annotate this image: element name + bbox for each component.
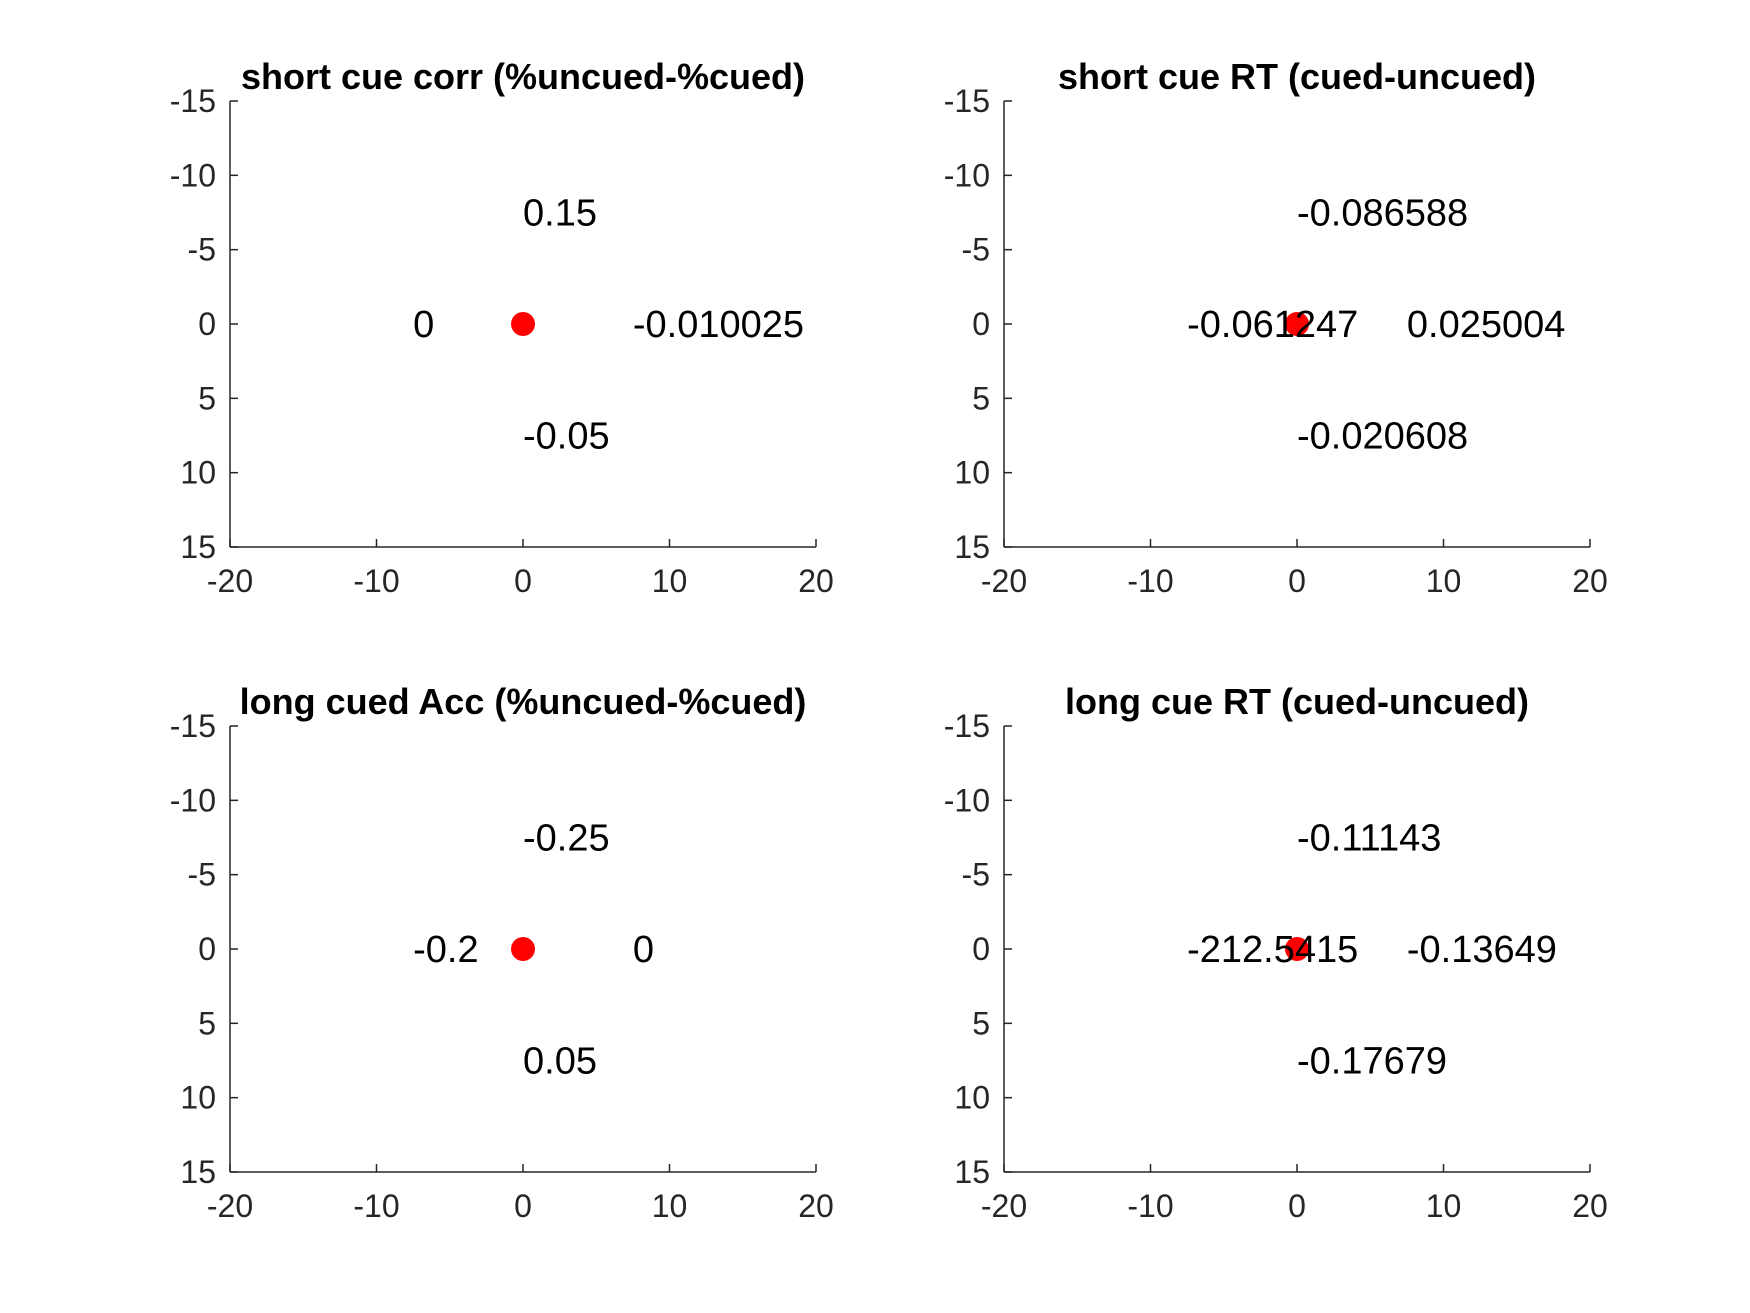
data-label: -0.11143 — [1297, 818, 1441, 860]
x-tick-label: 20 — [798, 563, 834, 599]
y-tick-label: -5 — [962, 232, 990, 268]
y-tick-label: 15 — [954, 1154, 990, 1190]
x-tick-label: -20 — [981, 1188, 1027, 1224]
y-tick-label: -15 — [944, 83, 990, 119]
data-label: -0.2 — [413, 929, 478, 971]
x-tick-label: 20 — [798, 1188, 834, 1224]
data-label: -0.010025 — [633, 304, 804, 346]
y-tick-label: 15 — [180, 529, 216, 565]
data-label: -0.020608 — [1297, 416, 1468, 458]
data-label: -0.05 — [523, 416, 610, 458]
x-tick-label: 20 — [1572, 1188, 1608, 1224]
x-tick-label: -10 — [353, 1188, 399, 1224]
chart-title: long cue RT (cued-uncued) — [1065, 681, 1529, 722]
y-tick-label: 5 — [198, 380, 216, 416]
data-label: 0 — [413, 304, 434, 346]
data-point — [511, 312, 535, 336]
y-tick-label: -5 — [188, 857, 216, 893]
x-tick-label: 0 — [1288, 563, 1306, 599]
data-label: 0.05 — [523, 1041, 597, 1083]
y-tick-label: -10 — [944, 782, 990, 818]
y-tick-label: 5 — [972, 1005, 990, 1041]
y-tick-label: -15 — [944, 708, 990, 744]
data-label: -0.25 — [523, 818, 610, 860]
y-tick-label: -10 — [170, 157, 216, 193]
y-tick-label: 0 — [972, 306, 990, 342]
data-point — [1285, 312, 1309, 336]
y-tick-label: 15 — [180, 1154, 216, 1190]
x-tick-label: 0 — [1288, 1188, 1306, 1224]
y-tick-label: 0 — [972, 931, 990, 967]
y-tick-label: -15 — [170, 83, 216, 119]
x-tick-label: -20 — [207, 563, 253, 599]
y-tick-label: 10 — [954, 455, 990, 491]
chart-panel-4: -20 -10 0 10 20 -15 -10 -5 0 5 10 15 long cue RT (cu… — [944, 681, 1608, 1224]
data-label: -212.5415 — [1187, 929, 1358, 971]
y-tick-label: -10 — [944, 157, 990, 193]
chart-panel-1: -20 -10 0 10 20 -15 -10 -5 0 5 10 15 short cue corr … — [170, 56, 834, 599]
chart-title: long cued Acc (%uncued-%cued) — [240, 681, 807, 722]
x-tick-label: 10 — [652, 1188, 688, 1224]
x-tick-label: 0 — [514, 563, 532, 599]
y-tick-label: -5 — [962, 857, 990, 893]
y-tick-label: 10 — [954, 1080, 990, 1116]
y-tick-label: 0 — [198, 931, 216, 967]
x-tick-label: -20 — [981, 563, 1027, 599]
y-tick-label: -15 — [170, 708, 216, 744]
y-tick-label: 10 — [180, 455, 216, 491]
y-tick-label: 5 — [972, 380, 990, 416]
x-tick-label: -10 — [1127, 1188, 1173, 1224]
x-tick-label: 10 — [1426, 563, 1462, 599]
data-point — [1285, 937, 1309, 961]
chart-title: short cue corr (%uncued-%cued) — [241, 56, 805, 97]
x-tick-label: 10 — [1426, 1188, 1462, 1224]
data-point — [511, 937, 535, 961]
x-tick-label: -10 — [353, 563, 399, 599]
data-label: -0.17679 — [1297, 1041, 1447, 1083]
data-label: -0.061247 — [1187, 304, 1358, 346]
x-tick-label: 0 — [514, 1188, 532, 1224]
data-label: 0 — [633, 929, 654, 971]
chart-title: short cue RT (cued-uncued) — [1058, 56, 1536, 97]
chart-panel-3: -20 -10 0 10 20 -15 -10 -5 0 5 10 15 long cued Acc (… — [170, 681, 834, 1224]
y-tick-label: 0 — [198, 306, 216, 342]
x-tick-label: -10 — [1127, 563, 1173, 599]
y-tick-label: -5 — [188, 232, 216, 268]
chart-panel-2: -20 -10 0 10 20 -15 -10 -5 0 5 10 15 short cue RT (c… — [944, 56, 1608, 599]
y-tick-label: 5 — [198, 1005, 216, 1041]
data-label: 0.025004 — [1407, 304, 1566, 346]
x-tick-label: -20 — [207, 1188, 253, 1224]
x-tick-label: 20 — [1572, 563, 1608, 599]
data-label: -0.086588 — [1297, 193, 1468, 235]
data-label: 0.15 — [523, 193, 597, 235]
x-tick-label: 10 — [652, 563, 688, 599]
y-tick-label: -10 — [170, 782, 216, 818]
y-tick-label: 10 — [180, 1080, 216, 1116]
y-tick-label: 15 — [954, 529, 990, 565]
data-label: -0.13649 — [1407, 929, 1557, 971]
